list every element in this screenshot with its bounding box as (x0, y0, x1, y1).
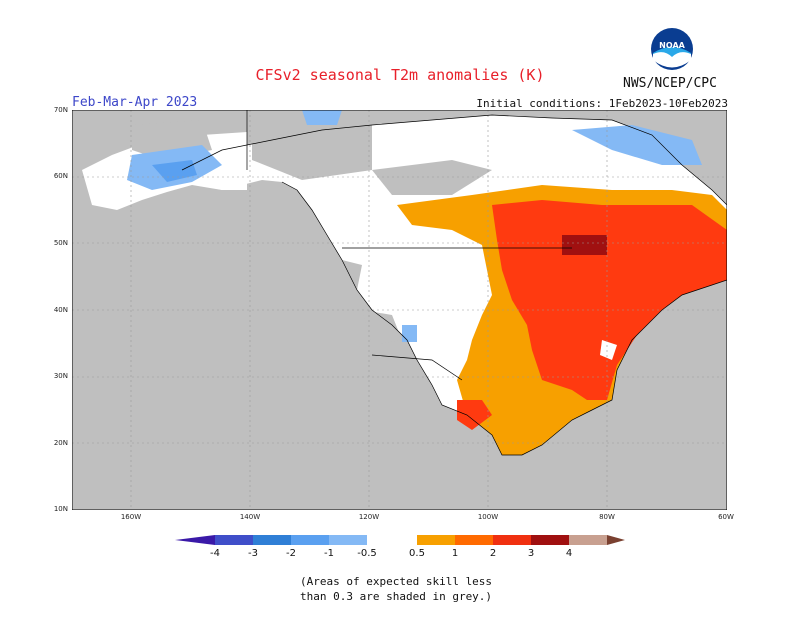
forecast-period: Feb-Mar-Apr 2023 (72, 95, 198, 110)
graticule (72, 110, 727, 510)
colorbar-segment (215, 535, 253, 545)
skill-note-line1: (Areas of expected skill less (300, 575, 493, 588)
colorbar-tick: 4 (565, 548, 573, 559)
lat-label-50n: 50N (53, 239, 68, 247)
colorbar-tick: 2 (489, 548, 497, 559)
lon-label-80w: 80W (599, 513, 615, 521)
lon-label-100w: 100W (477, 513, 499, 521)
colorbar-segment (291, 535, 329, 545)
lon-label-60w: 60W (718, 513, 734, 521)
colorbar-segment (493, 535, 531, 545)
lat-label-20n: 20N (53, 439, 68, 447)
colorbar-low-arrow (175, 535, 215, 545)
colorbar-segment (253, 535, 291, 545)
colorbar-segment (367, 535, 417, 545)
colorbar-tick: 3 (527, 548, 535, 559)
borders (181, 110, 727, 456)
organization-label: NWS/NCEP/CPC (623, 76, 717, 91)
colorbar-high-arrow (607, 535, 625, 545)
lat-label-10n: 10N (53, 505, 68, 513)
lon-label-140w: 140W (239, 513, 261, 521)
colorbar (175, 535, 625, 545)
colorbar-tick: 0.5 (409, 548, 425, 559)
lat-label-60n: 60N (53, 172, 68, 180)
colorbar-tick: -0.5 (357, 548, 377, 559)
lat-label-40n: 40N (53, 306, 68, 314)
colorbar-tick: -4 (210, 548, 220, 559)
anomaly-map (72, 110, 727, 510)
lat-label-70n: 70N (53, 106, 68, 114)
colorbar-segment (455, 535, 493, 545)
svg-text:NOAA: NOAA (659, 41, 685, 50)
colorbar-segment (329, 535, 367, 545)
colorbar-tick: 1 (451, 548, 459, 559)
lon-label-160w: 160W (120, 513, 142, 521)
skill-note-line2: than 0.3 are shaded in grey.) (300, 590, 493, 603)
colorbar-tick: -3 (248, 548, 258, 559)
initial-conditions: Initial conditions: 1Feb2023-10Feb2023 (476, 97, 728, 110)
colorbar-segment (417, 535, 455, 545)
map-title: CFSv2 seasonal T2m anomalies (K) (255, 66, 545, 84)
strongest-warm-core (562, 235, 607, 255)
colorbar-tick: -1 (324, 548, 334, 559)
noaa-logo: NOAA (651, 28, 693, 70)
lat-label-30n: 30N (53, 372, 68, 380)
colorbar-tick: -2 (286, 548, 296, 559)
strong-warm-anomaly (492, 200, 727, 400)
colorbar-segment (569, 535, 607, 545)
lon-label-120w: 120W (358, 513, 380, 521)
colorbar-segment (531, 535, 569, 545)
